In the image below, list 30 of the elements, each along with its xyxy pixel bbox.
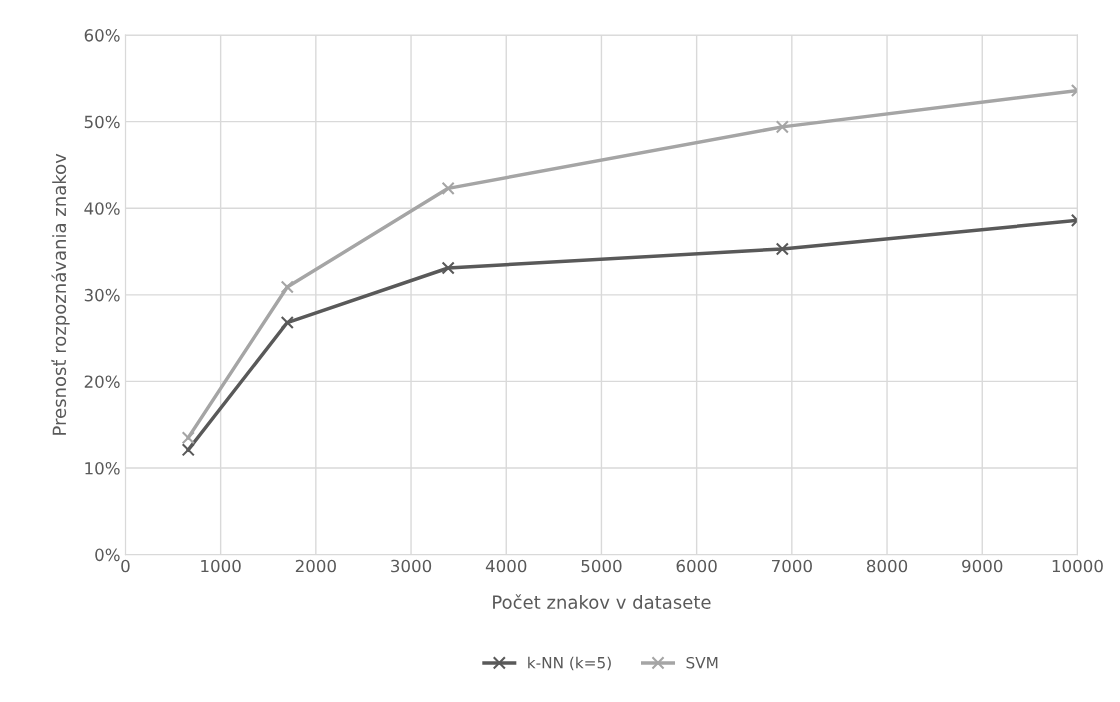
x-tick-label: 1000 [201, 559, 241, 573]
x-tick-label: 4000 [485, 559, 527, 573]
point [775, 120, 789, 134]
x-tick-label: 7000 [772, 559, 812, 573]
y-tick-label: 30% [84, 288, 120, 302]
y-tick-label: 40% [84, 202, 120, 215]
x-axis-title: Počet znakov v datasete [493, 594, 711, 609]
x-tick-label: 3000 [391, 559, 432, 573]
legend-label: k-NN (k=5) [528, 656, 611, 671]
x-tick-label: 9000 [962, 559, 1003, 573]
point [441, 261, 455, 275]
point [280, 280, 294, 294]
x-tick-label: 2000 [295, 559, 336, 573]
legend-label: SVM [686, 656, 718, 669]
y-tick-label: 60% [84, 29, 120, 42]
x-tick-label: 10000 [1052, 559, 1103, 573]
point [181, 443, 195, 457]
point [280, 315, 294, 330]
x-tick-label: 6000 [676, 559, 717, 573]
x-tick-label: 5000 [581, 559, 622, 573]
y-tick-label: 50% [84, 115, 120, 129]
x-tick-label: 0 [121, 559, 130, 573]
y-tick-label: 10% [85, 461, 120, 475]
x-tick-label: 8000 [866, 559, 908, 573]
y-tick-label: 0% [95, 548, 120, 562]
point [181, 431, 195, 445]
y-tick-label: 20% [84, 375, 120, 388]
y-axis-title: Presnosť rozpoznávania znakov [51, 153, 70, 435]
point [441, 181, 455, 195]
point [775, 242, 789, 256]
